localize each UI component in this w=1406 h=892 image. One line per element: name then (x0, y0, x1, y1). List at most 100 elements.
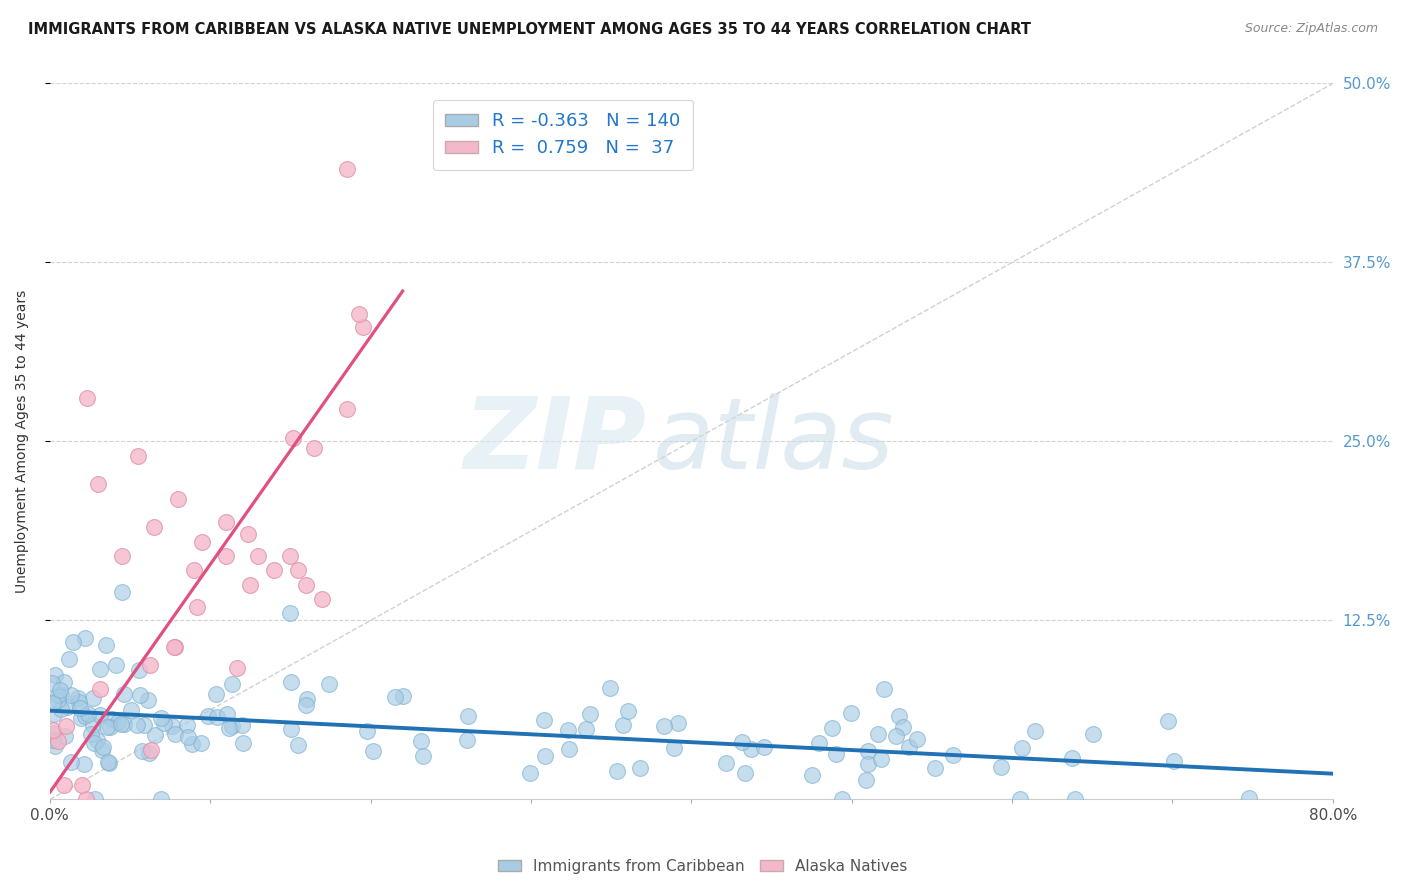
Point (652, 719, 675, 733)
Point (897, 740, 920, 755)
Point (558, 742, 581, 756)
Point (41, 676, 63, 690)
Point (73, 756, 96, 771)
Point (76, 392, 98, 406)
Point (662, 740, 685, 755)
Point (942, 747, 965, 762)
Point (295, 692, 318, 706)
Point (1060, 751, 1083, 765)
Point (197, 708, 219, 723)
Point (67, 695, 90, 709)
Point (283, 431, 305, 445)
Point (41, 697, 63, 711)
Point (456, 732, 478, 747)
Point (231, 718, 253, 732)
Point (48, 683, 70, 698)
Point (884, 729, 907, 743)
Point (82, 718, 104, 732)
Text: IMMIGRANTS FROM CARIBBEAN VS ALASKA NATIVE UNEMPLOYMENT AMONG AGES 35 TO 44 YEAR: IMMIGRANTS FROM CARIBBEAN VS ALASKA NATI… (28, 22, 1031, 37)
Point (77, 706, 100, 721)
Point (186, 600, 208, 615)
Point (83, 736, 105, 750)
Point (91, 743, 114, 757)
Point (318, 677, 340, 691)
Point (160, 718, 183, 732)
Point (302, 441, 325, 455)
Point (131, 744, 153, 758)
Point (606, 764, 628, 779)
Point (53, 729, 76, 743)
Point (412, 748, 434, 763)
Point (80, 727, 103, 741)
Point (856, 757, 879, 772)
Point (69, 701, 91, 715)
Point (411, 733, 433, 747)
Point (42, 732, 65, 747)
Point (89, 662, 111, 676)
Point (533, 713, 555, 727)
Point (96, 638, 118, 652)
Point (128, 688, 150, 702)
Point (858, 744, 880, 758)
Point (128, 663, 150, 677)
Point (44, 707, 66, 722)
Point (141, 743, 163, 757)
Point (519, 766, 541, 780)
Point (287, 739, 309, 753)
Point (70, 778, 93, 792)
Point (111, 584, 134, 599)
Point (1063, 792, 1085, 806)
Point (1083, 727, 1105, 741)
Point (893, 720, 915, 734)
Point (96, 720, 118, 734)
Point (56, 700, 79, 714)
Point (52, 675, 75, 690)
Point (167, 491, 190, 506)
Point (575, 722, 598, 736)
Point (924, 761, 946, 775)
Point (557, 723, 579, 738)
Point (62, 635, 84, 649)
Point (887, 708, 910, 723)
Point (111, 549, 134, 563)
Point (180, 737, 202, 751)
Point (44, 667, 66, 681)
Point (107, 715, 129, 730)
Point (132, 718, 155, 732)
Point (73, 709, 96, 723)
Point (143, 520, 166, 534)
Point (239, 577, 262, 591)
Point (236, 527, 259, 541)
Point (91, 740, 114, 755)
Point (363, 744, 385, 758)
Point (866, 727, 889, 741)
Point (841, 706, 863, 720)
Point (58, 652, 80, 666)
Point (82, 690, 104, 705)
Point (120, 703, 142, 717)
Point (87, 477, 110, 491)
Point (734, 766, 756, 780)
Point (205, 710, 228, 724)
Point (89, 681, 111, 696)
Point (110, 717, 132, 731)
Point (579, 707, 602, 722)
Point (49, 701, 72, 715)
Point (59, 755, 82, 769)
Point (873, 682, 896, 697)
Point (66, 691, 89, 706)
Point (534, 748, 557, 763)
Point (215, 549, 238, 563)
Point (221, 718, 243, 732)
Point (48, 734, 70, 748)
Point (347, 307, 370, 321)
Point (740, 741, 762, 756)
Text: Source: ZipAtlas.com: Source: ZipAtlas.com (1244, 22, 1378, 36)
Point (69, 711, 91, 725)
Point (163, 640, 186, 655)
Point (1237, 790, 1260, 805)
Point (335, 162, 357, 177)
Point (42, 726, 65, 740)
Point (1157, 714, 1180, 729)
Point (41, 723, 63, 737)
